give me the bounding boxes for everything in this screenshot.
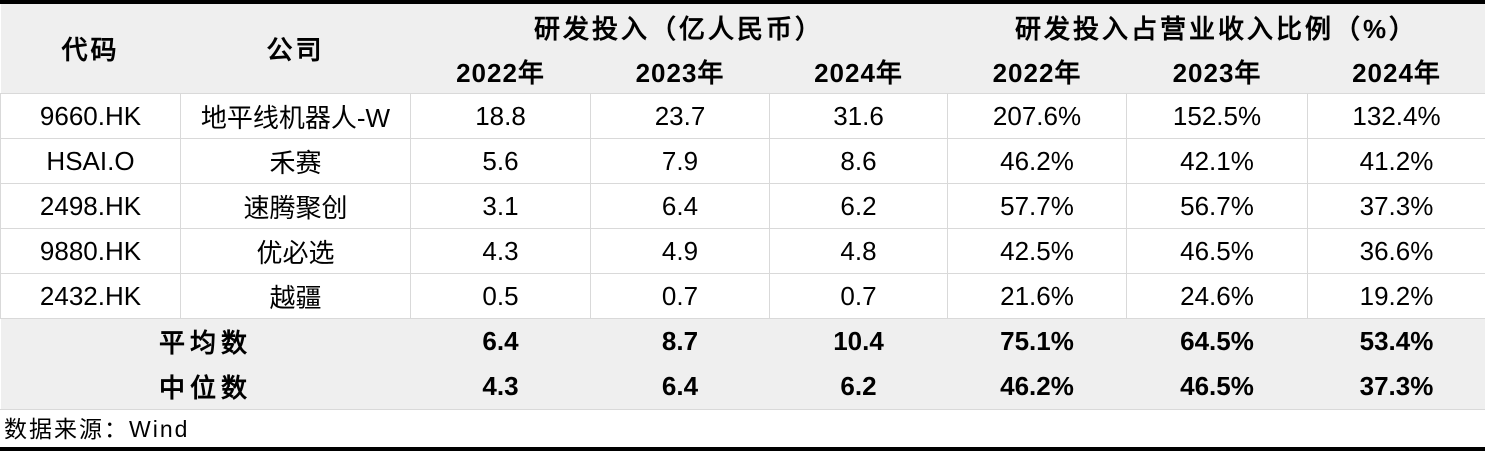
ratio-value-cell: 21.6%: [947, 273, 1127, 319]
ratio-value-cell: 46.5%: [1126, 228, 1308, 274]
table-row: 2432.HK 越疆 0.5 0.7 0.7 21.6% 24.6% 19.2%: [0, 273, 1485, 319]
ratio-value-cell: 24.6%: [1126, 273, 1308, 319]
rd-value-cell: 8.7: [590, 318, 770, 364]
ratio-value-cell: 132.4%: [1307, 93, 1485, 139]
header-group-row: 代码 公司 研发投入（亿人民币） 研发投入占营业收入比例（%）: [0, 4, 1485, 94]
ratio-value-cell: 41.2%: [1307, 138, 1485, 184]
table-row: 9660.HK 地平线机器人-W 18.8 23.7 31.6 207.6% 1…: [0, 93, 1485, 139]
summary-row-average: 平均数 6.4 8.7 10.4 75.1% 64.5% 53.4%: [0, 318, 1485, 364]
ratio-value-cell: 37.3%: [1307, 364, 1485, 409]
rd-value-cell: 6.4: [410, 318, 591, 364]
rd-value-cell: 0.7: [769, 273, 948, 319]
ratio-value-cell: 46.2%: [947, 364, 1127, 409]
header-years-row: 2022年 2023年 2024年 2022年 2023年 2024年: [1, 50, 1485, 94]
rd-value-cell: 7.9: [590, 138, 770, 184]
rd-value-cell: 23.7: [590, 93, 770, 139]
code-cell: 2498.HK: [0, 183, 181, 229]
ratio-value-cell: 57.7%: [947, 183, 1127, 229]
company-cell: 优必选: [180, 228, 411, 274]
rd-value-cell: 18.8: [410, 93, 591, 139]
ratio-value-cell: 46.2%: [947, 138, 1127, 184]
rd-value-cell: 6.4: [590, 183, 770, 229]
header-group-ratio: 研发投入占营业收入比例（%）: [947, 4, 1485, 50]
header-year-ratio-2022: 2022年: [947, 50, 1127, 94]
ratio-value-cell: 152.5%: [1126, 93, 1308, 139]
summary-row-median: 中位数 4.3 6.4 6.2 46.2% 46.5% 37.3%: [0, 364, 1485, 409]
rd-value-cell: 31.6: [769, 93, 948, 139]
header-year-rd-2022: 2022年: [410, 50, 591, 94]
code-cell: 9880.HK: [0, 228, 181, 274]
header-code: 代码: [0, 4, 181, 94]
rd-value-cell: 4.9: [590, 228, 770, 274]
ratio-value-cell: 19.2%: [1307, 273, 1485, 319]
rd-value-cell: 0.7: [590, 273, 770, 319]
rd-value-cell: 8.6: [769, 138, 948, 184]
ratio-value-cell: 53.4%: [1307, 318, 1485, 364]
rd-value-cell: 5.6: [410, 138, 591, 184]
rd-value-cell: 10.4: [769, 318, 948, 364]
header-company: 公司: [180, 4, 411, 94]
ratio-value-cell: 207.6%: [947, 93, 1127, 139]
rd-value-cell: 6.2: [769, 183, 948, 229]
table-row: 9880.HK 优必选 4.3 4.9 4.8 42.5% 46.5% 36.6…: [0, 228, 1485, 274]
ratio-value-cell: 46.5%: [1126, 364, 1308, 409]
company-cell: 越疆: [180, 273, 411, 319]
rd-value-cell: 3.1: [410, 183, 591, 229]
ratio-value-cell: 56.7%: [1126, 183, 1308, 229]
code-cell: 2432.HK: [0, 273, 181, 319]
summary-label: 平均数: [0, 318, 411, 364]
company-cell: 速腾聚创: [180, 183, 411, 229]
company-cell: 地平线机器人-W: [180, 93, 411, 139]
ratio-value-cell: 37.3%: [1307, 183, 1485, 229]
header-group-rd: 研发投入（亿人民币）: [410, 4, 948, 50]
ratio-value-cell: 42.5%: [947, 228, 1127, 274]
summary-label: 中位数: [0, 364, 411, 409]
header-year-ratio-2023: 2023年: [1126, 50, 1308, 94]
ratio-value-cell: 64.5%: [1126, 318, 1308, 364]
data-source-note: 数据来源：Wind: [0, 409, 1485, 447]
rd-value-cell: 4.3: [410, 364, 591, 409]
ratio-value-cell: 75.1%: [947, 318, 1127, 364]
rd-value-cell: 6.4: [590, 364, 770, 409]
rd-value-cell: 4.8: [769, 228, 948, 274]
rd-investment-table: 代码 公司 研发投入（亿人民币） 研发投入占营业收入比例（%） 2022年 20…: [0, 4, 1485, 409]
table-row: 2498.HK 速腾聚创 3.1 6.4 6.2 57.7% 56.7% 37.…: [0, 183, 1485, 229]
header-year-ratio-2024: 2024年: [1307, 50, 1485, 94]
ratio-value-cell: 36.6%: [1307, 228, 1485, 274]
rd-value-cell: 4.3: [410, 228, 591, 274]
rd-value-cell: 0.5: [410, 273, 591, 319]
company-cell: 禾赛: [180, 138, 411, 184]
table-row: HSAI.O 禾赛 5.6 7.9 8.6 46.2% 42.1% 41.2%: [0, 138, 1485, 184]
rd-value-cell: 6.2: [769, 364, 948, 409]
header-year-rd-2024: 2024年: [769, 50, 948, 94]
header-year-rd-2023: 2023年: [590, 50, 770, 94]
ratio-value-cell: 42.1%: [1126, 138, 1308, 184]
code-cell: 9660.HK: [0, 93, 181, 139]
code-cell: HSAI.O: [0, 138, 181, 184]
